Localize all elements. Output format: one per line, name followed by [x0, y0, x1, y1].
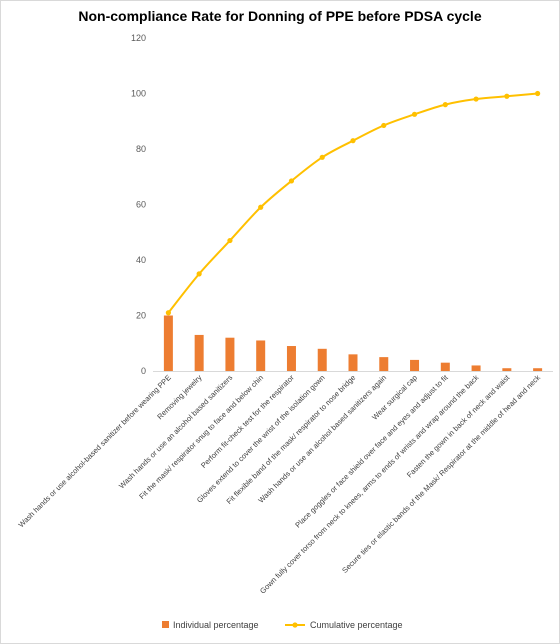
axis-layer: 0 20 40 60 80 100 120	[131, 33, 553, 376]
line-layer	[165, 90, 541, 316]
cumulative-point	[258, 204, 264, 210]
y-tick-label: 120	[131, 33, 146, 43]
cumulative-point	[504, 93, 510, 99]
bar	[286, 346, 296, 371]
bar	[502, 368, 512, 371]
bar	[379, 357, 389, 371]
bar	[471, 365, 481, 371]
cumulative-line	[167, 92, 538, 314]
bar	[256, 340, 266, 371]
y-tick-label: 20	[136, 311, 146, 321]
legend-label-cumulative: Cumulative percentage	[310, 620, 403, 630]
chart-title: Non-compliance Rate for Donning of PPE b…	[78, 8, 482, 24]
bar-layer	[163, 315, 543, 371]
category-label: Wash hands or use an alcohol based sanit…	[117, 373, 234, 490]
y-tick-label: 40	[136, 255, 146, 265]
y-tick-label: 80	[136, 144, 146, 154]
cumulative-point	[165, 310, 171, 316]
cumulative-point	[319, 154, 325, 160]
bar	[440, 362, 450, 371]
cumulative-point	[350, 138, 356, 144]
y-tick-label: 60	[136, 200, 146, 210]
bar	[348, 354, 358, 371]
cumulative-point	[473, 96, 479, 102]
bar	[194, 334, 204, 371]
cumulative-point	[196, 271, 202, 277]
cumulative-point	[288, 178, 295, 184]
y-tick-label: 0	[141, 366, 146, 376]
cumulative-point	[227, 237, 233, 244]
bar	[317, 348, 327, 371]
legend-swatch-cumulative-marker	[292, 622, 298, 628]
category-label: Secure ties or elastic bands of the Mask…	[340, 373, 542, 575]
cumulative-point	[442, 102, 448, 108]
legend-swatch-individual	[162, 621, 169, 628]
cumulative-point	[535, 90, 541, 97]
legend: Individual percentage Cumulative percent…	[162, 620, 403, 630]
cumulative-point	[411, 111, 418, 117]
category-label-layer: Wash hands or use alcohol-based sanitize…	[17, 372, 543, 595]
legend-label-individual: Individual percentage	[173, 620, 259, 630]
cumulative-point	[381, 122, 387, 129]
bar	[163, 315, 173, 371]
bar	[410, 359, 420, 371]
bar	[533, 368, 543, 371]
bar	[225, 337, 235, 371]
y-tick-label: 100	[131, 89, 146, 99]
